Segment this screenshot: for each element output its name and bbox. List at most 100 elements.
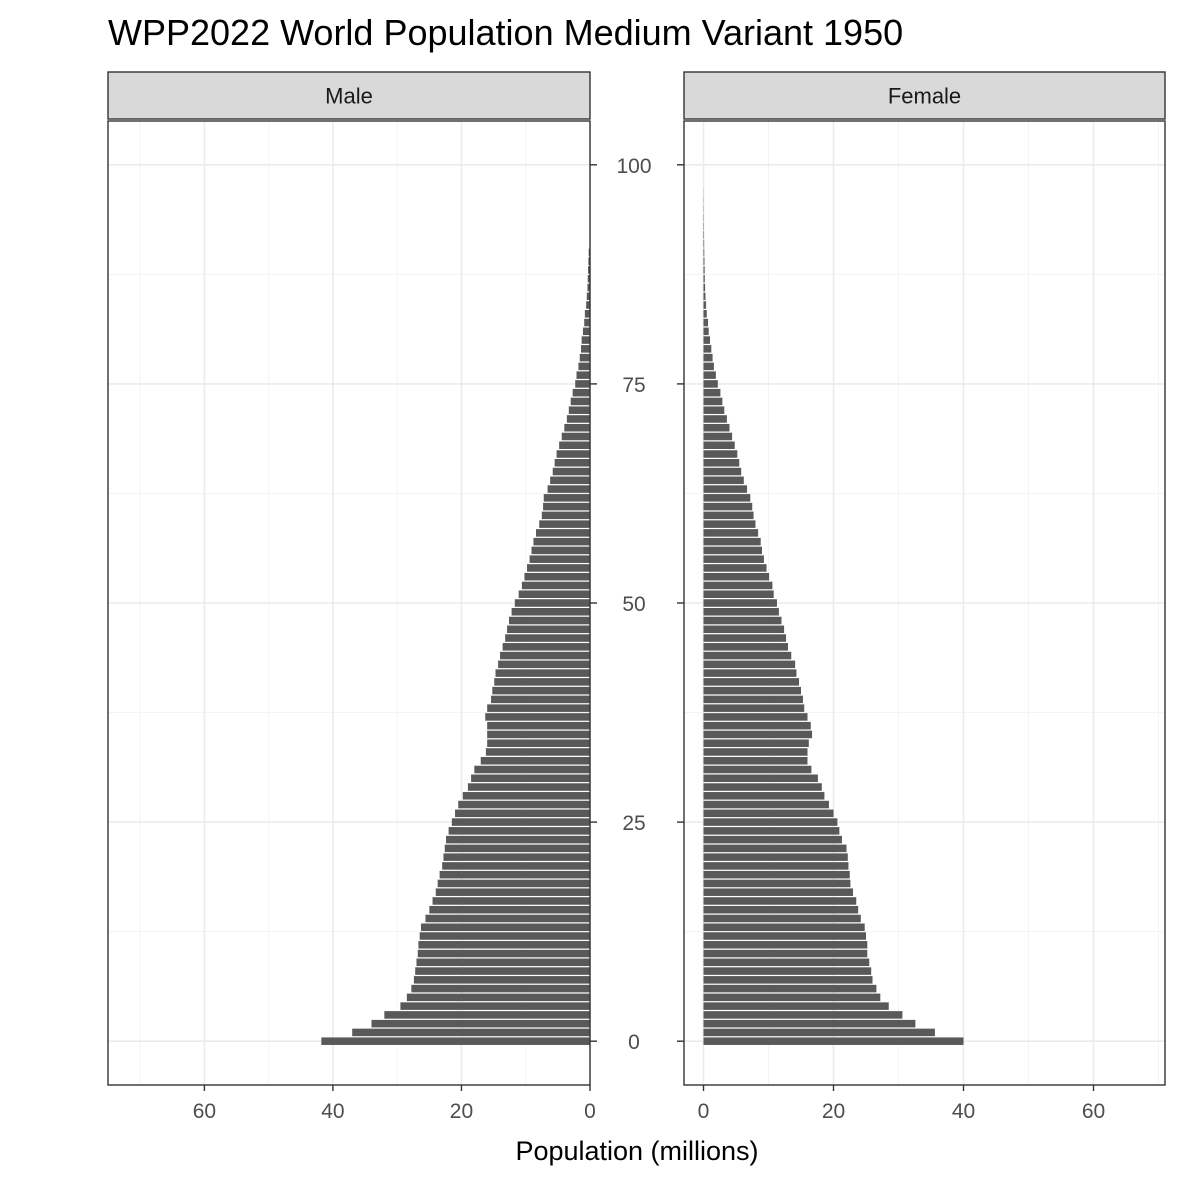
bar-male-age-47 xyxy=(507,626,590,634)
bar-female-age-71 xyxy=(704,415,727,423)
bar-male-age-23 xyxy=(446,836,590,844)
bar-male-age-46 xyxy=(505,634,590,642)
bar-female-age-67 xyxy=(704,450,738,458)
bar-female-age-8 xyxy=(704,967,872,975)
bar-female-age-15 xyxy=(704,906,859,914)
bar-female-age-19 xyxy=(704,871,850,879)
bar-male-age-73 xyxy=(571,398,590,406)
bar-female-age-3 xyxy=(704,1011,903,1019)
bar-male-age-6 xyxy=(411,985,590,993)
bar-male-age-34 xyxy=(487,739,590,747)
bar-female-age-31 xyxy=(704,766,812,774)
bar-male-age-59 xyxy=(539,520,590,528)
bar-male-age-57 xyxy=(533,538,590,546)
x-tick-label-female: 40 xyxy=(952,1100,975,1123)
bar-male-age-10 xyxy=(418,950,590,958)
bar-male-age-56 xyxy=(532,547,590,555)
bar-female-age-51 xyxy=(704,590,774,598)
bar-female-age-62 xyxy=(704,494,751,502)
bar-male-age-7 xyxy=(414,976,590,984)
bar-male-age-44 xyxy=(500,652,590,660)
bar-male-age-17 xyxy=(436,888,590,896)
bar-female-age-33 xyxy=(704,748,808,756)
bar-female-age-49 xyxy=(704,608,779,616)
bar-male-age-69 xyxy=(562,433,590,441)
bar-female-age-48 xyxy=(704,617,782,625)
bar-female-age-6 xyxy=(704,985,877,993)
bar-female-age-85 xyxy=(704,293,706,301)
bar-female-age-20 xyxy=(704,862,849,870)
bar-female-age-78 xyxy=(704,354,713,362)
bar-female-age-40 xyxy=(704,687,802,695)
bar-female-age-18 xyxy=(704,880,851,888)
bar-male-age-25 xyxy=(452,818,590,826)
bar-female-age-35 xyxy=(704,731,813,739)
bar-female-age-81 xyxy=(704,328,709,336)
bar-male-age-48 xyxy=(509,617,590,625)
bar-female-age-74 xyxy=(704,389,721,397)
bar-female-age-29 xyxy=(704,783,822,791)
bar-male-age-67 xyxy=(557,450,590,458)
bar-female-age-54 xyxy=(704,564,767,572)
bar-female-age-30 xyxy=(704,775,818,783)
bar-female-age-2 xyxy=(704,1020,916,1028)
bar-female-age-76 xyxy=(704,371,716,379)
bar-female-age-72 xyxy=(704,406,725,414)
bar-male-age-24 xyxy=(449,827,590,835)
bar-male-age-12 xyxy=(420,932,590,940)
bar-female-age-17 xyxy=(704,888,854,896)
bar-male-age-63 xyxy=(548,485,590,493)
bar-female-age-39 xyxy=(704,696,803,704)
bar-female-age-53 xyxy=(704,573,770,581)
x-tick-label-male: 40 xyxy=(321,1100,344,1123)
bar-male-age-3 xyxy=(384,1011,590,1019)
bar-female-age-58 xyxy=(704,529,759,537)
bar-male-age-31 xyxy=(474,766,590,774)
bar-male-age-39 xyxy=(491,696,590,704)
bar-female-age-16 xyxy=(704,897,857,905)
bar-male-age-30 xyxy=(471,775,590,783)
bar-male-age-64 xyxy=(550,477,590,485)
bar-female-age-55 xyxy=(704,555,764,563)
bar-male-age-16 xyxy=(433,897,590,905)
bar-female-age-82 xyxy=(704,319,709,327)
bar-female-age-11 xyxy=(704,941,868,949)
bar-female-age-66 xyxy=(704,459,740,467)
bar-male-age-54 xyxy=(527,564,590,572)
bar-female-age-43 xyxy=(704,661,796,669)
bar-female-age-84 xyxy=(704,301,707,309)
bar-male-age-4 xyxy=(400,1002,590,1010)
y-tick-label: 0 xyxy=(628,1031,640,1054)
bar-female-age-73 xyxy=(704,398,723,406)
bar-male-age-50 xyxy=(515,599,590,607)
bar-male-age-62 xyxy=(544,494,590,502)
bar-female-age-92 xyxy=(704,231,705,239)
bar-female-age-68 xyxy=(704,441,735,449)
bar-female-age-36 xyxy=(704,722,811,730)
bar-female-age-83 xyxy=(704,310,707,318)
x-tick-label-female: 20 xyxy=(822,1100,845,1123)
bar-male-age-11 xyxy=(418,941,590,949)
bar-male-age-53 xyxy=(524,573,590,581)
bar-female-age-52 xyxy=(704,582,773,590)
x-tick-label-male: 60 xyxy=(193,1100,216,1123)
bar-female-age-65 xyxy=(704,468,742,476)
bar-female-age-10 xyxy=(704,950,868,958)
bar-female-age-5 xyxy=(704,994,881,1002)
chart-title: WPP2022 World Population Medium Variant … xyxy=(108,12,903,53)
bar-female-age-64 xyxy=(704,477,744,485)
bar-male-age-14 xyxy=(425,915,590,923)
bar-female-age-70 xyxy=(704,424,730,432)
bar-male-age-49 xyxy=(512,608,590,616)
bar-female-age-9 xyxy=(704,959,870,967)
bar-female-age-34 xyxy=(704,739,809,747)
bar-female-age-50 xyxy=(704,599,777,607)
bar-male-age-22 xyxy=(445,845,590,853)
bar-male-age-28 xyxy=(463,792,590,800)
bar-male-age-29 xyxy=(468,783,590,791)
bar-male-age-80 xyxy=(582,336,590,344)
bar-male-age-83 xyxy=(585,310,590,318)
bar-male-age-60 xyxy=(542,512,590,520)
